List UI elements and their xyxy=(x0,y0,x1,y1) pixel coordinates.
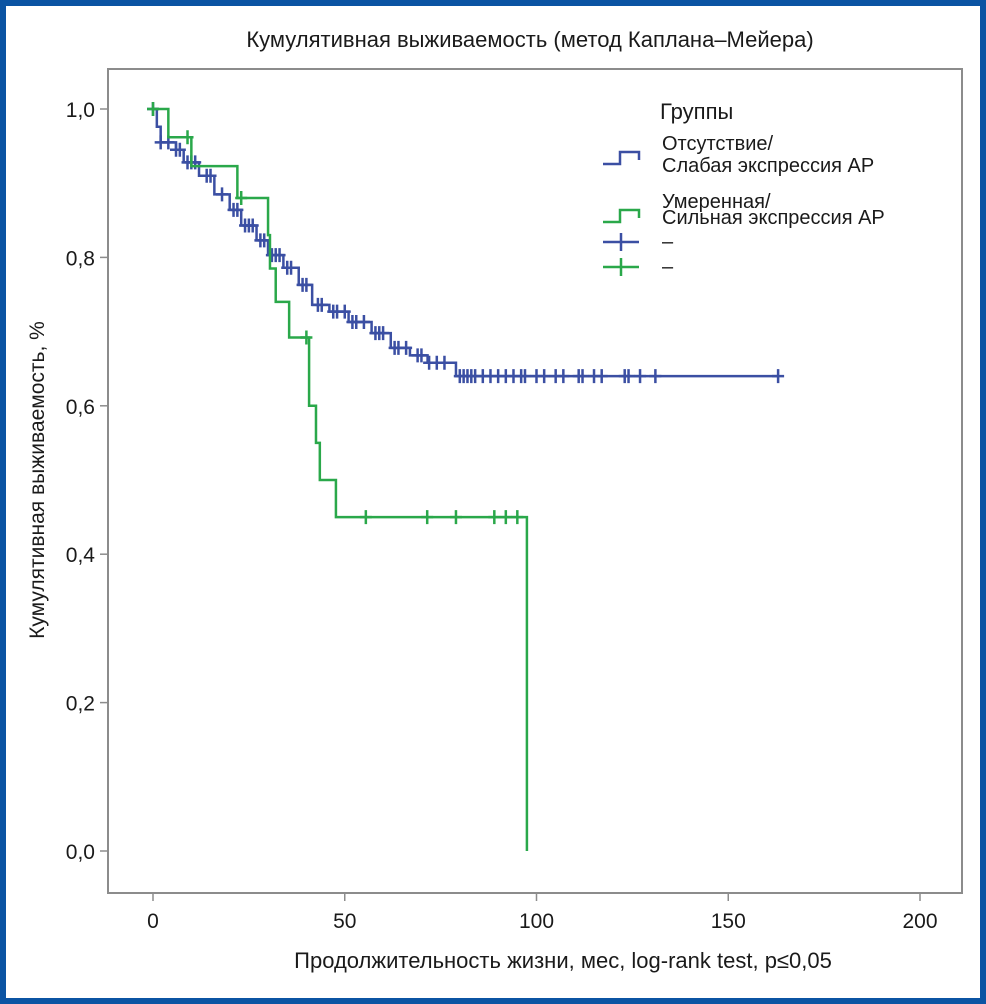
censor-mark xyxy=(300,277,313,292)
censor-mark xyxy=(246,218,259,233)
x-tick-label: 100 xyxy=(519,910,554,933)
y-tick-label: 0,4 xyxy=(66,544,96,567)
survival-curve-2 xyxy=(153,107,529,851)
x-tick-label: 150 xyxy=(711,910,746,933)
x-axis-label: Продолжительность жизни, мес, log-rank t… xyxy=(294,948,832,973)
censor-mark xyxy=(173,142,186,157)
censor-mark xyxy=(357,314,370,329)
censor-mark xyxy=(421,510,434,525)
y-tick-label: 0,0 xyxy=(66,841,95,864)
censor-mark xyxy=(258,233,271,248)
censor-mark xyxy=(231,202,244,217)
censor-mark xyxy=(377,326,390,341)
curves xyxy=(147,102,785,851)
x-axis: 0 50 100 150 200 xyxy=(147,893,938,933)
y-tick-label: 0,6 xyxy=(66,396,95,419)
censor-mark xyxy=(216,187,229,202)
legend-label: Слабая экспрессия АР xyxy=(662,155,874,177)
censor-mark xyxy=(538,369,551,384)
chart-title: Кумулятивная выживаемость (метод Каплана… xyxy=(246,27,813,52)
legend: Группы Отсутствие/Слабая экспрессия АР Уме… xyxy=(603,99,885,278)
legend-label: – xyxy=(662,256,674,278)
censor-mark xyxy=(595,369,608,384)
censor-mark xyxy=(557,369,570,384)
plot-area xyxy=(107,68,963,894)
censor-mark xyxy=(622,369,635,384)
legend-label: – xyxy=(662,231,674,253)
legend-label: Сильная экспрессия АР xyxy=(662,207,885,229)
censor-mark xyxy=(634,369,647,384)
legend-step-icon xyxy=(603,150,641,166)
legend-step-icon xyxy=(603,208,641,224)
censor-mark xyxy=(518,369,531,384)
censor-mark xyxy=(488,510,501,525)
legend-title: Группы xyxy=(660,99,733,124)
censor-mark xyxy=(449,510,462,525)
censor-mark xyxy=(400,340,413,355)
censor-mark xyxy=(338,304,351,319)
censor-mark xyxy=(147,102,159,116)
y-tick-label: 1,0 xyxy=(66,99,95,122)
censor-mark xyxy=(438,355,451,370)
censor-mark xyxy=(285,260,298,275)
censor-mark xyxy=(181,130,194,145)
y-tick-label: 0,2 xyxy=(66,693,95,716)
y-axis: 0,0 0,2 0,4 0,6 0,8 1,0 xyxy=(66,99,108,864)
y-tick-label: 0,8 xyxy=(66,247,95,270)
censor-mark xyxy=(511,510,524,525)
censor-mark xyxy=(300,330,313,345)
censor-mark xyxy=(273,248,286,263)
x-tick-label: 50 xyxy=(333,910,356,933)
legend-censor-icon xyxy=(603,233,639,251)
censor-mark xyxy=(315,297,328,312)
legend-censor-icon xyxy=(603,258,639,276)
censor-mark xyxy=(772,369,785,384)
y-axis-label: Кумулятивная выживаемость, % xyxy=(26,321,49,639)
censor-mark xyxy=(415,348,428,363)
censor-mark xyxy=(649,369,662,384)
censor-mark xyxy=(235,191,248,206)
legend-label: Отсутствие/ xyxy=(662,133,774,155)
x-tick-label: 200 xyxy=(902,910,937,933)
censor-mark xyxy=(359,510,372,525)
legend-label: Умеренная/ xyxy=(662,191,771,213)
x-tick-label: 0 xyxy=(147,910,159,933)
censor-mark xyxy=(204,168,217,183)
censor-mark xyxy=(499,510,512,525)
censor-mark xyxy=(576,369,589,384)
